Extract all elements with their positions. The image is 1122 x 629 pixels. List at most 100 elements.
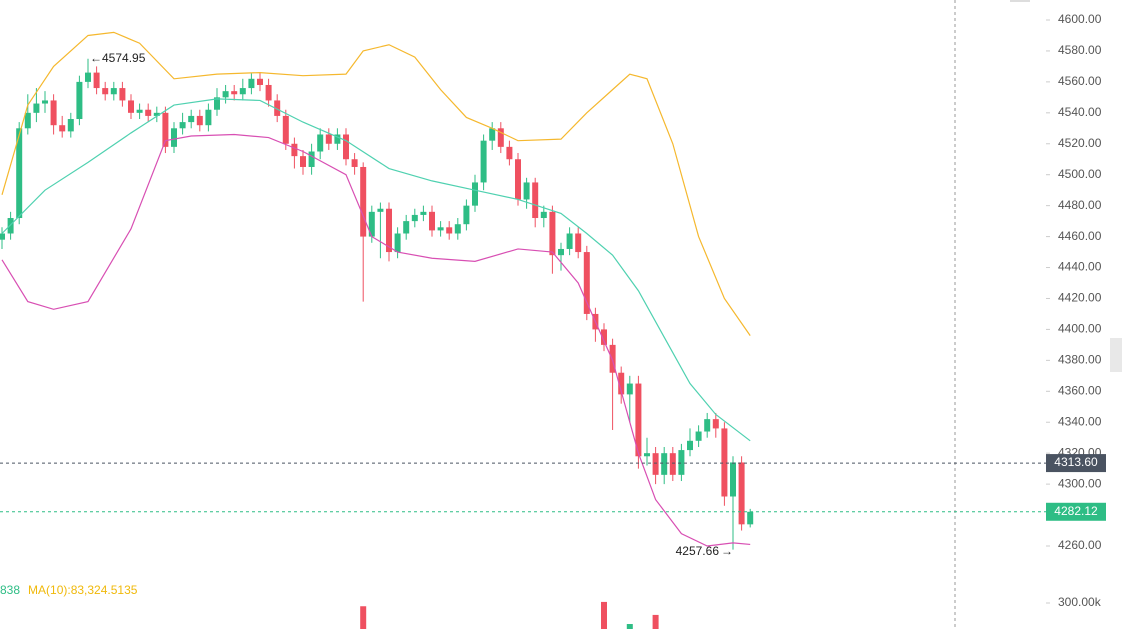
last-price-label: 4282.12 [1054, 504, 1098, 518]
candle-body [239, 88, 246, 95]
candle-body [24, 112, 31, 129]
candle-body [300, 156, 306, 167]
candle-body [618, 372, 625, 395]
candle-body [136, 109, 143, 113]
candle-body [540, 211, 547, 219]
y-tick-label: 4340.00 [1058, 414, 1102, 428]
y-tick-label: 4440.00 [1058, 260, 1102, 274]
y-tick-label: 4300.00 [1058, 476, 1102, 490]
candle-body [110, 88, 117, 95]
candle-body [205, 109, 212, 126]
candle-body [214, 97, 220, 110]
candle-body [626, 383, 633, 395]
y-tick-label: 4420.00 [1058, 291, 1102, 305]
candle-body [257, 78, 263, 85]
candle-body [85, 72, 91, 82]
candle-body [360, 166, 367, 237]
y-tick-label: 4460.00 [1058, 229, 1102, 243]
candle-body [334, 134, 341, 144]
candle-body [523, 182, 530, 200]
legend-item: 838 [0, 583, 20, 597]
y-tick-label: 4480.00 [1058, 198, 1102, 212]
candle-body [704, 419, 711, 432]
candle-body [67, 119, 74, 132]
candle-body [738, 462, 745, 525]
volume-bar [360, 606, 367, 629]
y-tick-label: 4380.00 [1058, 353, 1102, 367]
candle-body [747, 511, 754, 525]
candle-body [515, 159, 521, 200]
candle-body [437, 227, 444, 231]
candle-body [351, 159, 358, 167]
candle-body [162, 112, 169, 147]
candle-body [566, 233, 573, 249]
candle-body [76, 81, 83, 120]
candle-body [730, 462, 736, 497]
candle-body [153, 112, 160, 116]
candle-body [609, 344, 616, 373]
arrow: ← [90, 51, 102, 65]
scroll-handle[interactable] [1110, 338, 1122, 372]
candle-body [463, 205, 470, 225]
candle-body [145, 109, 152, 116]
candle-body [179, 122, 186, 129]
candle-body [454, 224, 461, 234]
candle-body [42, 100, 48, 104]
candle-body [50, 100, 57, 126]
candle-body [343, 134, 349, 160]
candle-body [644, 453, 650, 457]
candle-body [368, 211, 375, 237]
volume-tick-label: 300.00k [1058, 595, 1102, 609]
volume-bar [626, 624, 633, 629]
candle-body [575, 233, 582, 253]
y-tick-label: 4500.00 [1058, 167, 1102, 181]
candle-body [661, 453, 668, 475]
y-tick-label: 4580.00 [1058, 43, 1102, 57]
arrow: → [721, 544, 733, 558]
candle-body [678, 450, 685, 475]
handle [1010, 0, 1030, 2]
candle-body [188, 115, 195, 123]
candle-body [712, 419, 719, 429]
low-annotation: 4257.66 [676, 544, 720, 558]
candle-body [497, 128, 504, 147]
candle-body [394, 233, 401, 253]
y-tick-label: 4540.00 [1058, 105, 1102, 119]
candle-body [308, 151, 315, 167]
candle-body [480, 140, 487, 183]
band-line [1, 133, 751, 547]
candle-body [601, 329, 607, 345]
candle-body [222, 91, 229, 98]
candle-body [583, 252, 590, 314]
candle-body [16, 128, 23, 219]
high-annotation: 4574.95 [102, 51, 146, 65]
candle-body [171, 128, 177, 147]
candle-body [274, 100, 281, 116]
candle-body [317, 134, 324, 152]
legend-item: MA(10):83,324.5135 [28, 583, 138, 597]
candle-body [721, 428, 728, 497]
candle-body [695, 431, 702, 441]
candle-body [549, 211, 556, 256]
candle-body [489, 128, 496, 141]
candle-body [196, 115, 203, 126]
candle-body [282, 115, 289, 144]
candle-body [532, 182, 539, 219]
last-price-tag [1046, 502, 1106, 521]
candle-body [0, 233, 5, 240]
y-tick-label: 4400.00 [1058, 322, 1102, 336]
y-tick-label: 4560.00 [1058, 74, 1102, 88]
candle-body [119, 88, 126, 101]
candle-body [411, 214, 418, 222]
band-line [1, 31, 751, 336]
candle-body [325, 134, 332, 144]
candle-body [377, 208, 384, 212]
volume-bar [601, 601, 607, 629]
prev-close-tag [1046, 454, 1106, 473]
candle-body [93, 72, 100, 89]
y-tick-label: 4600.00 [1058, 12, 1102, 26]
candle-body [128, 100, 134, 113]
prev-close-label: 4313.60 [1054, 455, 1098, 469]
